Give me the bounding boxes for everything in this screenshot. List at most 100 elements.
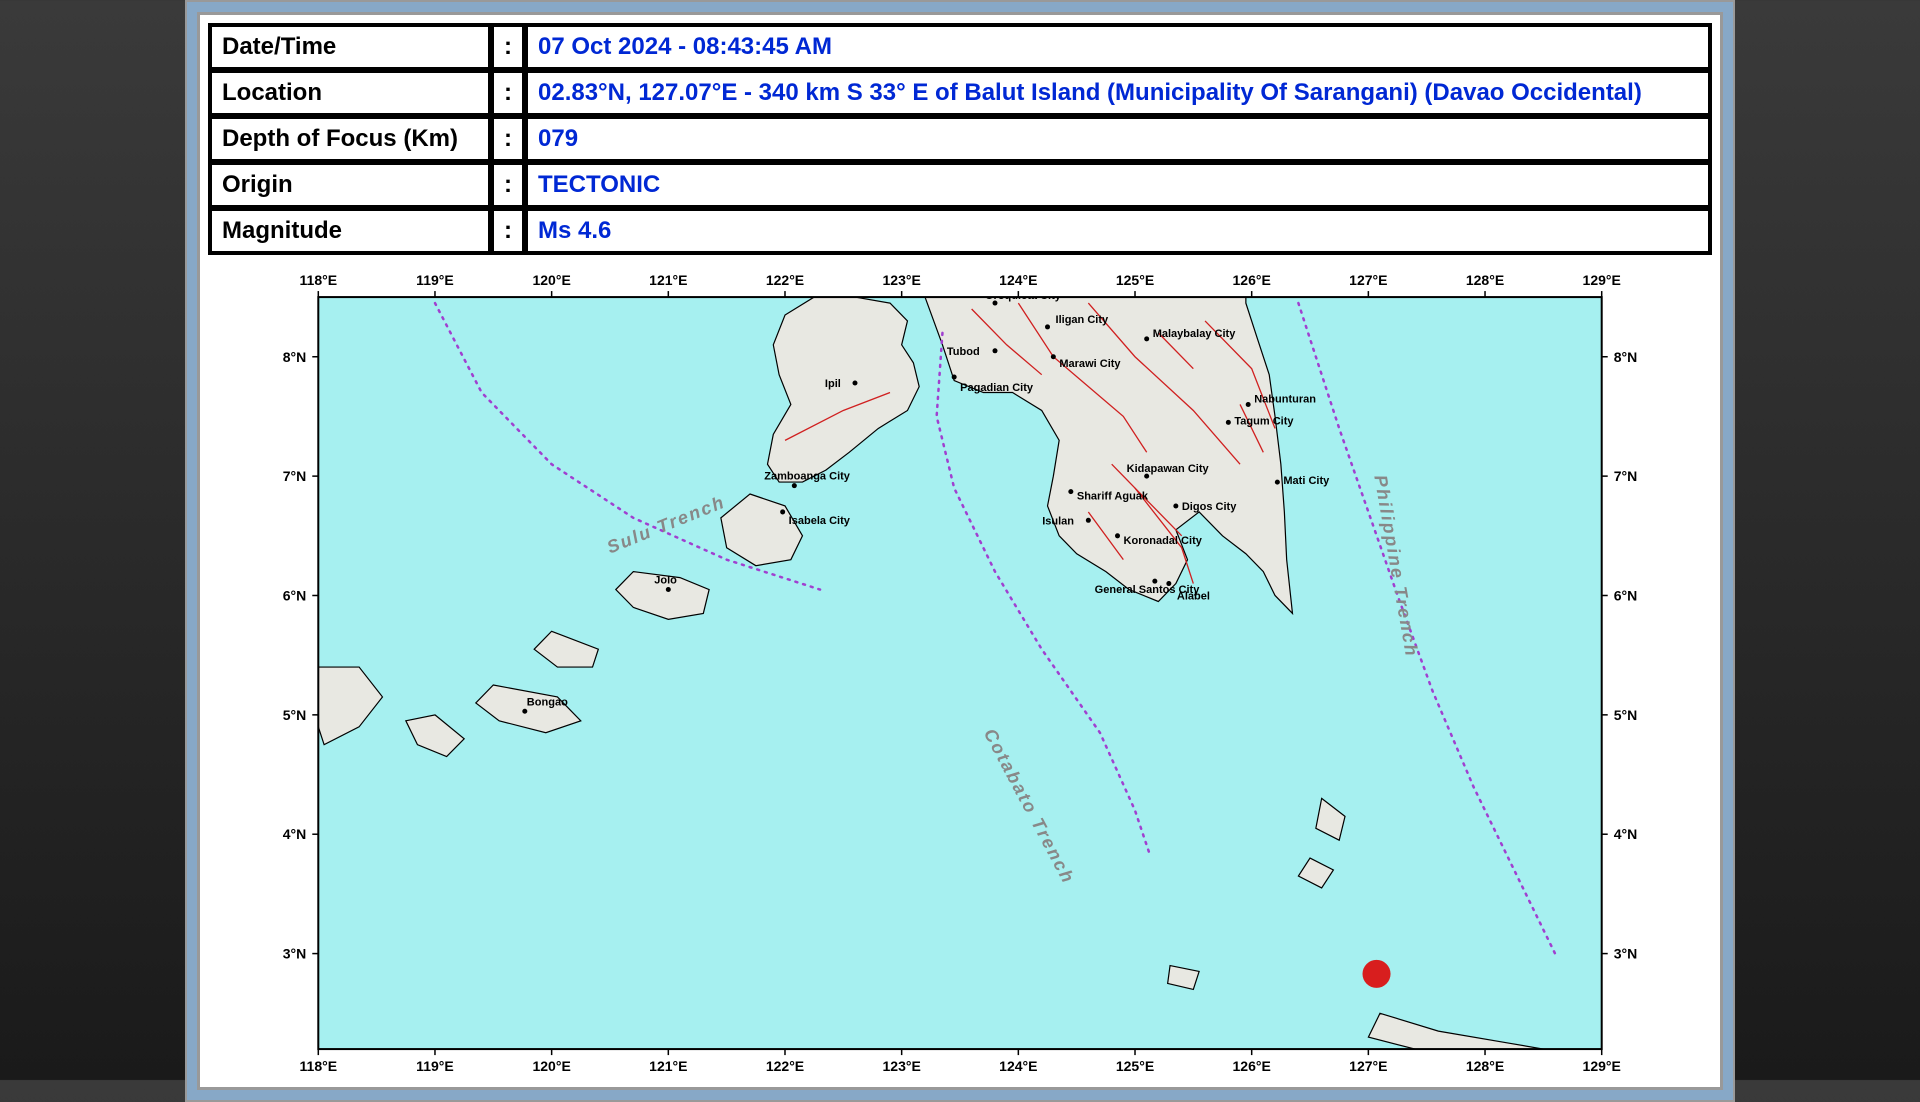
city-label: Jolo <box>654 575 677 587</box>
city-label: Tagum City <box>1234 415 1294 427</box>
city-dot <box>1144 336 1149 341</box>
lon-label-top: 129°E <box>1583 272 1621 288</box>
city-dot <box>1166 581 1171 586</box>
lon-label-top: 123°E <box>882 272 920 288</box>
epicenter-map-container: Sulu TrenchCotabato TrenchPhilippine Tre… <box>208 267 1712 1079</box>
info-value: Ms 4.6 <box>526 209 1710 253</box>
lon-label-bottom: 121°E <box>649 1058 687 1074</box>
city-label: Zamboanga City <box>764 471 851 483</box>
lon-label-bottom: 126°E <box>1233 1058 1271 1074</box>
lat-label-right: 8°N <box>1614 349 1638 365</box>
city-label: Malaybalay City <box>1153 328 1237 340</box>
lon-label-bottom: 122°E <box>766 1058 804 1074</box>
lon-label-top: 121°E <box>649 272 687 288</box>
city-label: Koronadal City <box>1124 535 1203 547</box>
content-box: Date/Time:07 Oct 2024 - 08:43:45 AMLocat… <box>197 12 1723 1090</box>
lat-label-left: 8°N <box>283 349 307 365</box>
info-value: 02.83°N, 127.07°E - 340 km S 33° E of Ba… <box>526 71 1710 115</box>
info-label: Magnitude <box>210 209 490 253</box>
city-label: Tubod <box>947 346 980 358</box>
info-row: Origin:TECTONIC <box>210 163 1710 207</box>
city-marker: Koronadal City <box>1115 533 1203 547</box>
lon-label-bottom: 123°E <box>882 1058 920 1074</box>
city-dot <box>1115 533 1120 538</box>
lon-label-bottom: 119°E <box>416 1058 454 1074</box>
lon-label-bottom: 118°E <box>300 1058 338 1074</box>
city-dot <box>952 375 957 380</box>
city-label: Isulan <box>1042 515 1074 527</box>
city-marker: Tagum City <box>1226 415 1295 427</box>
sea-area <box>318 297 1601 1049</box>
lat-label-right: 3°N <box>1614 946 1638 962</box>
lon-label-top: 127°E <box>1349 272 1387 288</box>
city-label: Isabela City <box>789 515 851 527</box>
epicenter-marker <box>1362 960 1390 988</box>
earthquake-info-table: Date/Time:07 Oct 2024 - 08:43:45 AMLocat… <box>208 23 1712 255</box>
info-value: 07 Oct 2024 - 08:43:45 AM <box>526 25 1710 69</box>
lon-label-bottom: 129°E <box>1583 1058 1621 1074</box>
lat-label-left: 3°N <box>283 946 307 962</box>
city-label: Kidapawan City <box>1127 463 1210 475</box>
city-dot <box>1275 480 1280 485</box>
info-row: Depth of Focus (Km):079 <box>210 117 1710 161</box>
lon-label-top: 119°E <box>416 272 454 288</box>
colon: : <box>492 25 524 69</box>
lat-label-left: 7°N <box>283 468 307 484</box>
lat-label-left: 6°N <box>283 588 307 604</box>
lon-label-bottom: 120°E <box>532 1058 570 1074</box>
city-dot <box>1246 402 1251 407</box>
city-label: Marawi City <box>1059 358 1121 370</box>
city-dot <box>1152 579 1157 584</box>
lon-label-top: 118°E <box>300 272 338 288</box>
city-label: Digos City <box>1182 501 1237 513</box>
epicenter-map: Sulu TrenchCotabato TrenchPhilippine Tre… <box>208 267 1712 1079</box>
city-dot <box>1086 518 1091 523</box>
city-label: Oroquieta City <box>985 290 1062 302</box>
city-label: Nabunturan <box>1254 394 1316 406</box>
lon-label-bottom: 125°E <box>1116 1058 1154 1074</box>
city-label: Bongao <box>527 696 568 708</box>
colon: : <box>492 71 524 115</box>
city-label: Ipil <box>825 378 841 390</box>
lon-label-top: 124°E <box>999 272 1037 288</box>
lat-label-left: 5°N <box>283 707 307 723</box>
info-row: Magnitude:Ms 4.6 <box>210 209 1710 253</box>
info-value: 079 <box>526 117 1710 161</box>
city-marker: Mati City <box>1275 475 1330 487</box>
lon-label-top: 128°E <box>1466 272 1504 288</box>
colon: : <box>492 117 524 161</box>
city-label: Alabel <box>1177 591 1210 603</box>
city-dot <box>666 587 671 592</box>
city-label: Pagadian City <box>960 382 1034 394</box>
city-marker: Shariff Aguak <box>1068 489 1149 503</box>
lon-label-top: 122°E <box>766 272 804 288</box>
info-label: Location <box>210 71 490 115</box>
city-dot <box>792 483 797 488</box>
city-label: Shariff Aguak <box>1077 491 1149 503</box>
lon-label-bottom: 128°E <box>1466 1058 1504 1074</box>
earthquake-bulletin-panel: Date/Time:07 Oct 2024 - 08:43:45 AMLocat… <box>185 0 1735 1102</box>
city-dot <box>1068 489 1073 494</box>
city-dot <box>852 381 857 386</box>
city-dot <box>780 509 785 514</box>
city-label: Mati City <box>1283 475 1330 487</box>
info-label: Date/Time <box>210 25 490 69</box>
lon-label-bottom: 124°E <box>999 1058 1037 1074</box>
info-value: TECTONIC <box>526 163 1710 207</box>
info-label: Origin <box>210 163 490 207</box>
colon: : <box>492 209 524 253</box>
city-label: Iligan City <box>1056 314 1110 326</box>
city-marker: Nabunturan <box>1246 394 1317 408</box>
city-dot <box>1173 503 1178 508</box>
lat-label-right: 4°N <box>1614 826 1638 842</box>
city-marker: Malaybalay City <box>1144 328 1236 342</box>
info-label: Depth of Focus (Km) <box>210 117 490 161</box>
lat-label-left: 4°N <box>283 826 307 842</box>
city-dot <box>1051 354 1056 359</box>
city-marker: Digos City <box>1173 501 1237 513</box>
lon-label-bottom: 127°E <box>1349 1058 1387 1074</box>
city-dot <box>1045 324 1050 329</box>
info-row: Date/Time:07 Oct 2024 - 08:43:45 AM <box>210 25 1710 69</box>
city-dot <box>522 709 527 714</box>
lat-label-right: 7°N <box>1614 468 1638 484</box>
